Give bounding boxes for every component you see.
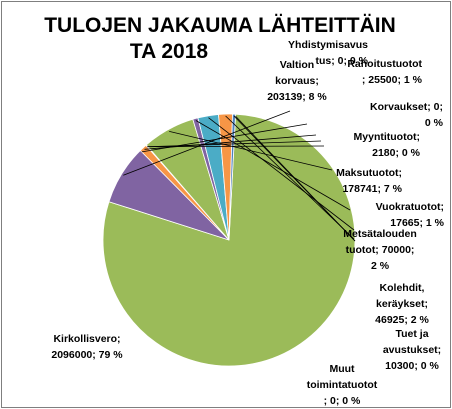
data-label-metsätalouden-tuotot: Metsätalouden tuotot; 70000; 2 % (343, 228, 417, 272)
data-label-kolehdit-keräykset: Kolehdit, keräykset; 46925; 2 % (375, 282, 429, 326)
leader-line-metsätalouden-tuotot (208, 117, 355, 231)
pie-slice-tuet-ja-avustukset (228, 113, 237, 241)
data-label-tuet-ja-avustukset: Tuet ja avustukset; 10300; 0 % (383, 328, 441, 372)
chart-title-line-2: TA 2018 (130, 40, 209, 63)
leader-line-maksutuotot (169, 131, 333, 171)
data-label-yhdistymisavustus: Yhdistymisavus tus; 0; 0 % (288, 39, 369, 67)
data-label-maksutuotot: Maksutuotot; 178741; 7 % (336, 167, 403, 195)
data-label-valtion-korvaus: Valtion korvaus; 203139; 8 % (267, 59, 327, 103)
leader-line-muut-toimintatuotot (235, 115, 356, 242)
chart-title-line-1: TULOJEN JAKAUMA LÄHTEITTÄIN (44, 14, 396, 37)
data-label-kirkollisvero: Kirkollisvero; 2096000; 79 % (51, 333, 123, 361)
data-label-vuokratuotot: Vuokratuotot; 17665; 1 % (376, 201, 445, 229)
data-label-rahoitustuotot: Rahoitustuotot; 25500; 1 % (347, 58, 422, 86)
data-label-myyntituotot: Myyntituotot; 2180; 0 % (354, 131, 421, 159)
data-label-muut-toimintatuotot: Muut toimintatuotot; 0; 0 % (307, 363, 378, 407)
leader-line-myyntituotot (147, 145, 325, 148)
leader-line-rahoitustuotot (144, 134, 317, 150)
leader-line-vuokratuotot (195, 120, 351, 211)
data-label-korvaukset: Korvaukset; 0; 0 % (370, 101, 444, 129)
leader-line-korvaukset (147, 140, 322, 148)
leader-line-valtion-korvaus (123, 110, 291, 176)
leader-line-kolehdit-keräykset (225, 115, 355, 240)
